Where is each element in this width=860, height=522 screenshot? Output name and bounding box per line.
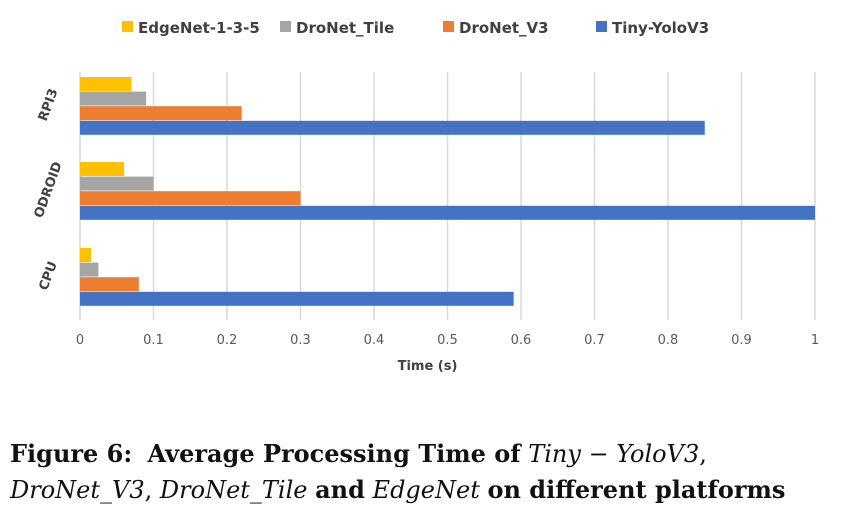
bar-cpu-edgenet-1-3-5 [80,248,92,262]
x-axis-label: Time (s) [398,359,458,374]
legend-swatch [443,21,454,32]
legend-label: DroNet_Tile [296,19,394,37]
caption-model: DroNet_V3 [10,476,145,504]
caption-text: Average Processing Time of [147,439,521,468]
legend-label: EdgeNet-1-3-5 [138,19,260,37]
figure-caption: Figure 6: Average Processing Time of Tin… [10,436,850,508]
caption-sep: , [144,476,153,504]
caption-label: Figure 6: [10,439,133,468]
x-tick-label: 0.7 [584,333,605,348]
y-category-label: CPU [37,260,61,293]
caption-model: Tiny − YoloV3 [528,440,700,468]
x-tick-label: 0.8 [658,333,679,348]
bar-rpi3-edgenet-1-3-5 [80,77,132,91]
caption-model: DroNet_Tile [159,476,308,504]
bar-rpi3-tiny-yolov3 [80,120,705,135]
bar-cpu-tiny-yolov3 [80,291,514,306]
legend-label: Tiny-YoloV3 [612,19,709,37]
x-tick-label: 0.3 [290,333,311,348]
legend-swatch [280,21,291,32]
bar-chart: 0 0.1 0.2 0.3 0.4 0.5 0.6 0.7 0.8 0.9 1 Time (s) RPI… [32,19,819,374]
x-tick-label: 0.1 [143,333,164,348]
bar-odroid-tiny-yolov3 [80,205,815,220]
caption-sep: , [699,440,707,468]
bar-cpu-dronet_v3 [80,277,139,292]
bar-odroid-dronet_v3 [80,191,301,206]
y-category-label: RPI3 [36,87,62,124]
y-category-label: ODROID [32,160,66,220]
x-tick-label: 0.6 [511,333,532,348]
legend-swatch [122,21,133,32]
x-tick-label: 0 [76,333,84,348]
bar-odroid-edgenet-1-3-5 [80,162,125,176]
caption-text: on different platforms [487,475,786,504]
bar-rpi3-dronet_v3 [80,106,242,121]
x-tick-label: 1 [811,333,819,348]
x-tick-label: 0.9 [731,333,752,348]
bar-cpu-dronet_tile [80,262,99,277]
caption-and: and [315,475,365,504]
caption-model: EdgeNet [372,476,480,504]
x-tick-label: 0.5 [437,333,458,348]
legend-label: DroNet_V3 [459,19,549,37]
bar-odroid-dronet_tile [80,176,154,191]
x-tick-label: 0.2 [217,333,238,348]
legend-swatch [596,21,607,32]
x-tick-label: 0.4 [364,333,385,348]
bar-rpi3-dronet_tile [80,91,147,106]
